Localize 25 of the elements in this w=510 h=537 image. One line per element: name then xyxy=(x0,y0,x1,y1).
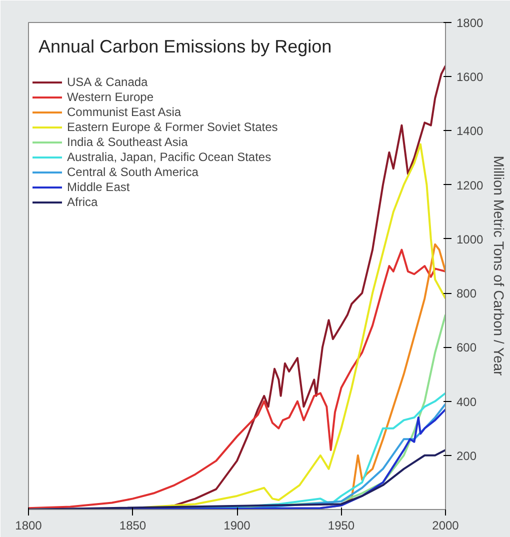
y-tick-label: 1400 xyxy=(456,124,484,138)
y-tick-label: 1000 xyxy=(456,232,484,246)
x-tick-label: 1950 xyxy=(328,518,355,532)
y-tick-label: 200 xyxy=(456,448,477,463)
legend-label: Communist East Asia xyxy=(67,105,182,119)
legend-label: Middle East xyxy=(67,180,130,194)
text: Annual Carbon Emissions by Region xyxy=(38,36,332,56)
legend-label: India & Southeast Asia xyxy=(67,135,188,149)
legend-label: Africa xyxy=(67,195,98,209)
y-tick-label: 1200 xyxy=(456,178,484,192)
x-tick-label: 2000 xyxy=(432,518,460,532)
x-tick-label: 1900 xyxy=(224,518,251,532)
y-tick-label: 1600 xyxy=(456,70,484,84)
y-tick-label: 800 xyxy=(456,286,477,301)
legend-label: Central & South America xyxy=(67,165,198,179)
y-tick-label: 600 xyxy=(456,340,477,355)
y-tick-label: 400 xyxy=(456,394,477,409)
legend-label: Western Europe xyxy=(67,90,154,104)
x-tick-label: 1800 xyxy=(15,518,42,532)
legend-label: Eastern Europe & Former Soviet States xyxy=(67,120,278,134)
y-axis-title: Million Metric Tons of Carbon / Year xyxy=(491,156,508,376)
legend-label: USA & Canada xyxy=(67,75,148,89)
y-tick-label: 1800 xyxy=(456,16,484,30)
x-tick-label: 1850 xyxy=(119,518,146,532)
legend-label: Australia, Japan, Pacific Ocean States xyxy=(67,150,272,164)
